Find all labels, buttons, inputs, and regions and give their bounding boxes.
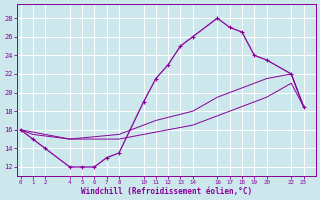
X-axis label: Windchill (Refroidissement éolien,°C): Windchill (Refroidissement éolien,°C) (81, 187, 252, 196)
